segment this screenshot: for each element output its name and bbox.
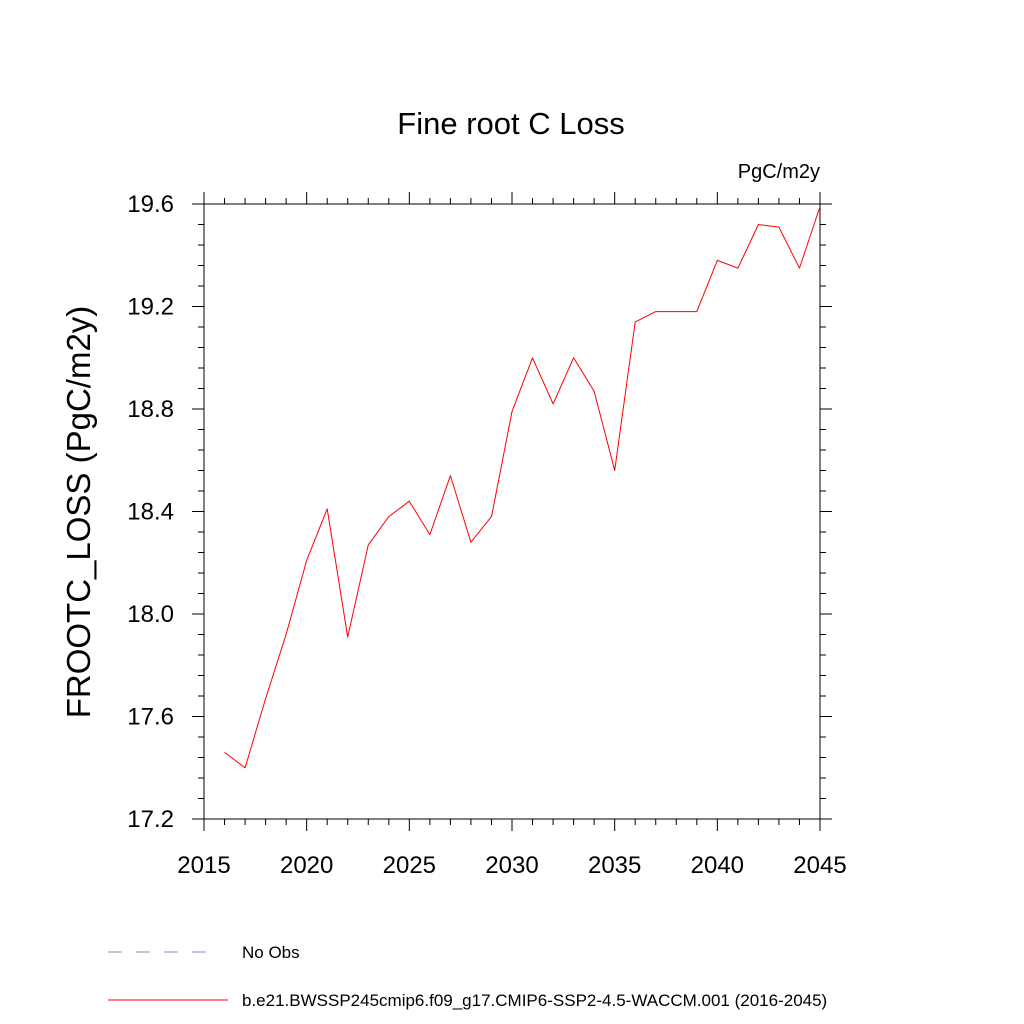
x-tick-label: 2015: [177, 852, 230, 879]
y-tick-label: 19.2: [127, 294, 174, 321]
x-tick-label: 2035: [588, 852, 641, 879]
legend: No Obs b.e21.BWSSP245cmip6.f09_g17.CMIP6-…: [108, 943, 827, 1010]
legend-label: No Obs: [242, 943, 300, 962]
axis-ticks: [192, 192, 832, 831]
series-layer: [224, 206, 821, 769]
y-tick-label: 18.8: [127, 396, 174, 423]
x-tick-label: 2025: [383, 852, 436, 879]
series-line-0: [224, 206, 821, 769]
x-tick-label: 2020: [280, 852, 333, 879]
y-tick-labels: 17.2 17.6 18.0 18.4 18.8 19.2 19.6: [127, 191, 174, 833]
y-tick-label: 18.0: [127, 601, 174, 628]
legend-label: b.e21.BWSSP245cmip6.f09_g17.CMIP6-SSP2-4…: [242, 991, 827, 1010]
y-axis-label: FROOTC_LOSS (PgC/m2y): [60, 306, 97, 719]
x-tick-label: 2030: [485, 852, 538, 879]
y-tick-label: 19.6: [127, 191, 174, 218]
y-tick-label: 17.6: [127, 704, 174, 731]
x-tick-label: 2045: [793, 852, 846, 879]
chart-title: Fine root C Loss: [397, 106, 624, 141]
plot-frame: [203, 203, 821, 820]
y-tick-label: 18.4: [127, 499, 174, 526]
units-label: PgC/m2y: [738, 161, 820, 183]
x-tick-label: 2040: [691, 852, 744, 879]
x-tick-labels: 2015 2020 2025 2030 2035 2040 2045: [177, 852, 846, 879]
y-tick-label: 17.2: [127, 806, 174, 833]
